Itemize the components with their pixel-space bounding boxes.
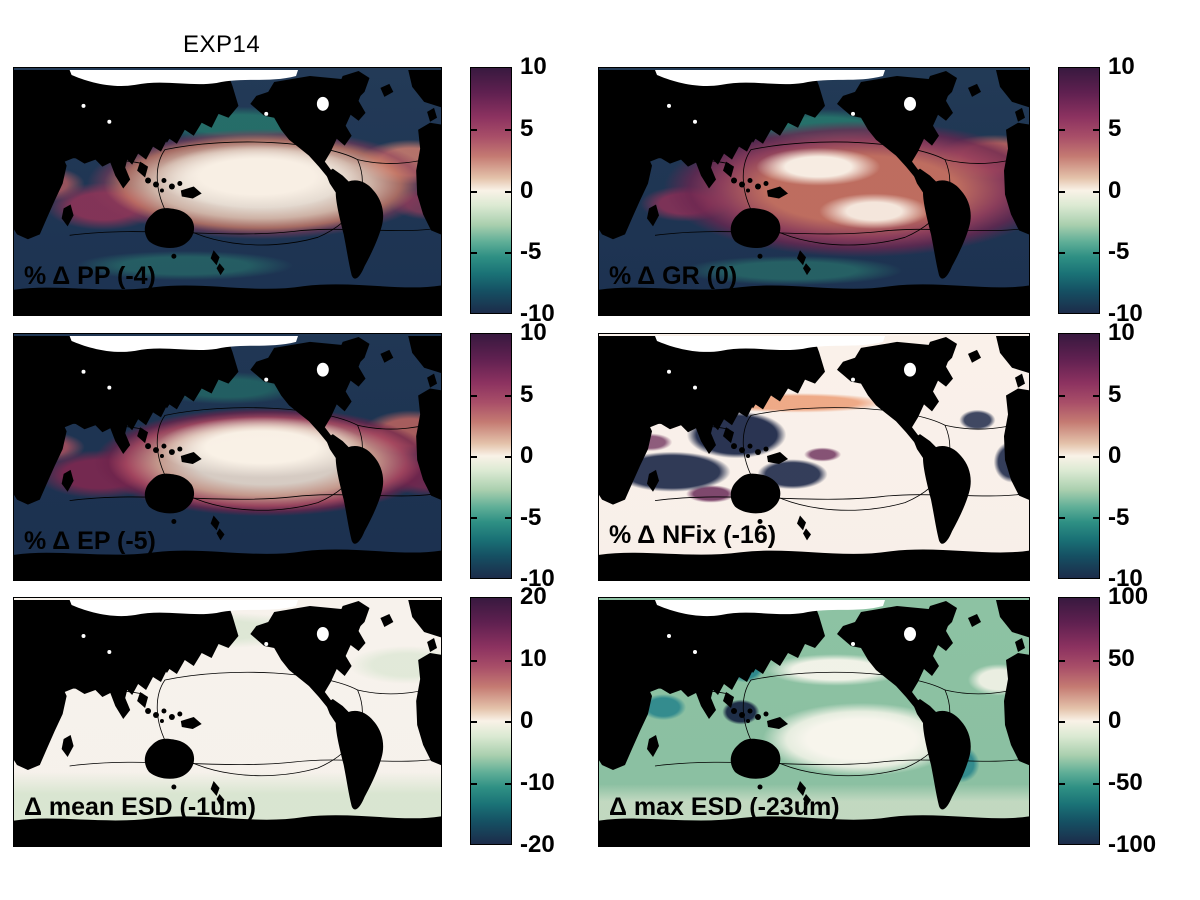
colorbar-nfix: 10 5 0 -5 -10 <box>1058 319 1143 592</box>
colorbar-tick-label: 5 <box>520 114 534 142</box>
colorbar-tick-label: -10 <box>1108 300 1143 327</box>
colorbar-tick-label: -5 <box>1108 503 1130 531</box>
map-panel-ep: % Δ EP (-5) <box>13 333 442 581</box>
colorbar-tick-label: -10 <box>1108 565 1143 592</box>
colorbar-tick-label: 20 <box>520 583 547 610</box>
colorbar-tick-label: 10 <box>520 319 547 346</box>
colorbar-tick-label: 10 <box>520 53 547 80</box>
map-panel-nfix: % Δ NFix (-16) <box>598 333 1030 581</box>
colorbar-tick-label: -5 <box>520 503 542 531</box>
figure-title: EXP14 <box>183 31 261 58</box>
colorbar-mean-esd: 20 10 0 -10 -20 <box>470 583 555 858</box>
colorbar-tick-label: 10 <box>1108 319 1135 346</box>
colorbar-ep: 10 5 0 -5 -10 <box>470 319 555 592</box>
colorbar-tick-label: -10 <box>520 300 555 327</box>
colorbar-tick-label: -50 <box>1108 769 1143 796</box>
colorbar-gr: 10 5 0 -5 -10 <box>1058 53 1143 327</box>
colorbar-tick-label: -20 <box>520 831 555 858</box>
colorbar-gradient-ep <box>470 333 512 579</box>
map-panel-max-esd: Δ max ESD (-23um) <box>598 597 1030 847</box>
panel-label-gr: % Δ GR (0) <box>609 262 738 290</box>
colorbar-tick-label: 5 <box>520 380 534 408</box>
colorbar-tick-label: -10 <box>520 565 555 592</box>
panel-label-ep: % Δ EP (-5) <box>24 527 156 555</box>
colorbar-tick-label: 100 <box>1108 583 1149 610</box>
map-panel-mean-esd: Δ mean ESD (-1um) <box>13 597 442 847</box>
colorbar-tick-label: 10 <box>520 645 547 672</box>
colorbar-tick-label: 50 <box>1108 645 1135 672</box>
colorbar-pp: 10 5 0 -5 -10 <box>470 53 555 327</box>
colorbar-tick-label: -5 <box>520 238 542 266</box>
colorbar-tick-label: 0 <box>520 442 534 469</box>
panel-label-pp: % Δ PP (-4) <box>24 262 156 290</box>
colorbar-tick-label: 5 <box>1108 114 1122 142</box>
colorbar-gradient-pp <box>470 67 512 314</box>
colorbar-gradient-gr <box>1058 67 1100 314</box>
colorbar-tick-label: 10 <box>1108 53 1135 80</box>
colorbar-tick-label: -100 <box>1108 831 1157 858</box>
colorbar-tick-label: 0 <box>1108 707 1122 734</box>
colorbar-tick-label: -5 <box>1108 238 1130 266</box>
colorbar-tick-label: 5 <box>1108 380 1122 408</box>
map-panel-gr: % Δ GR (0) <box>598 67 1030 316</box>
panel-label-mean-esd: Δ mean ESD (-1um) <box>24 793 256 821</box>
colorbar-gradient-nfix <box>1058 333 1100 579</box>
colorbar-gradient-mean-esd <box>470 597 512 845</box>
colorbar-tick-label: 0 <box>1108 442 1122 469</box>
colorbar-max-esd: 100 50 0 -50 -100 <box>1058 583 1156 858</box>
colorbar-tick-label: 0 <box>520 176 534 204</box>
colorbar-tick-label: -10 <box>520 769 555 796</box>
colorbar-tick-label: 0 <box>1108 176 1122 204</box>
map-panel-pp: % Δ PP (-4) <box>13 67 442 316</box>
colorbar-tick-label: 0 <box>520 707 534 734</box>
panel-label-nfix: % Δ NFix (-16) <box>609 521 777 549</box>
colorbar-gradient-max-esd <box>1058 597 1100 845</box>
panel-label-max-esd: Δ max ESD (-23um) <box>609 793 840 821</box>
